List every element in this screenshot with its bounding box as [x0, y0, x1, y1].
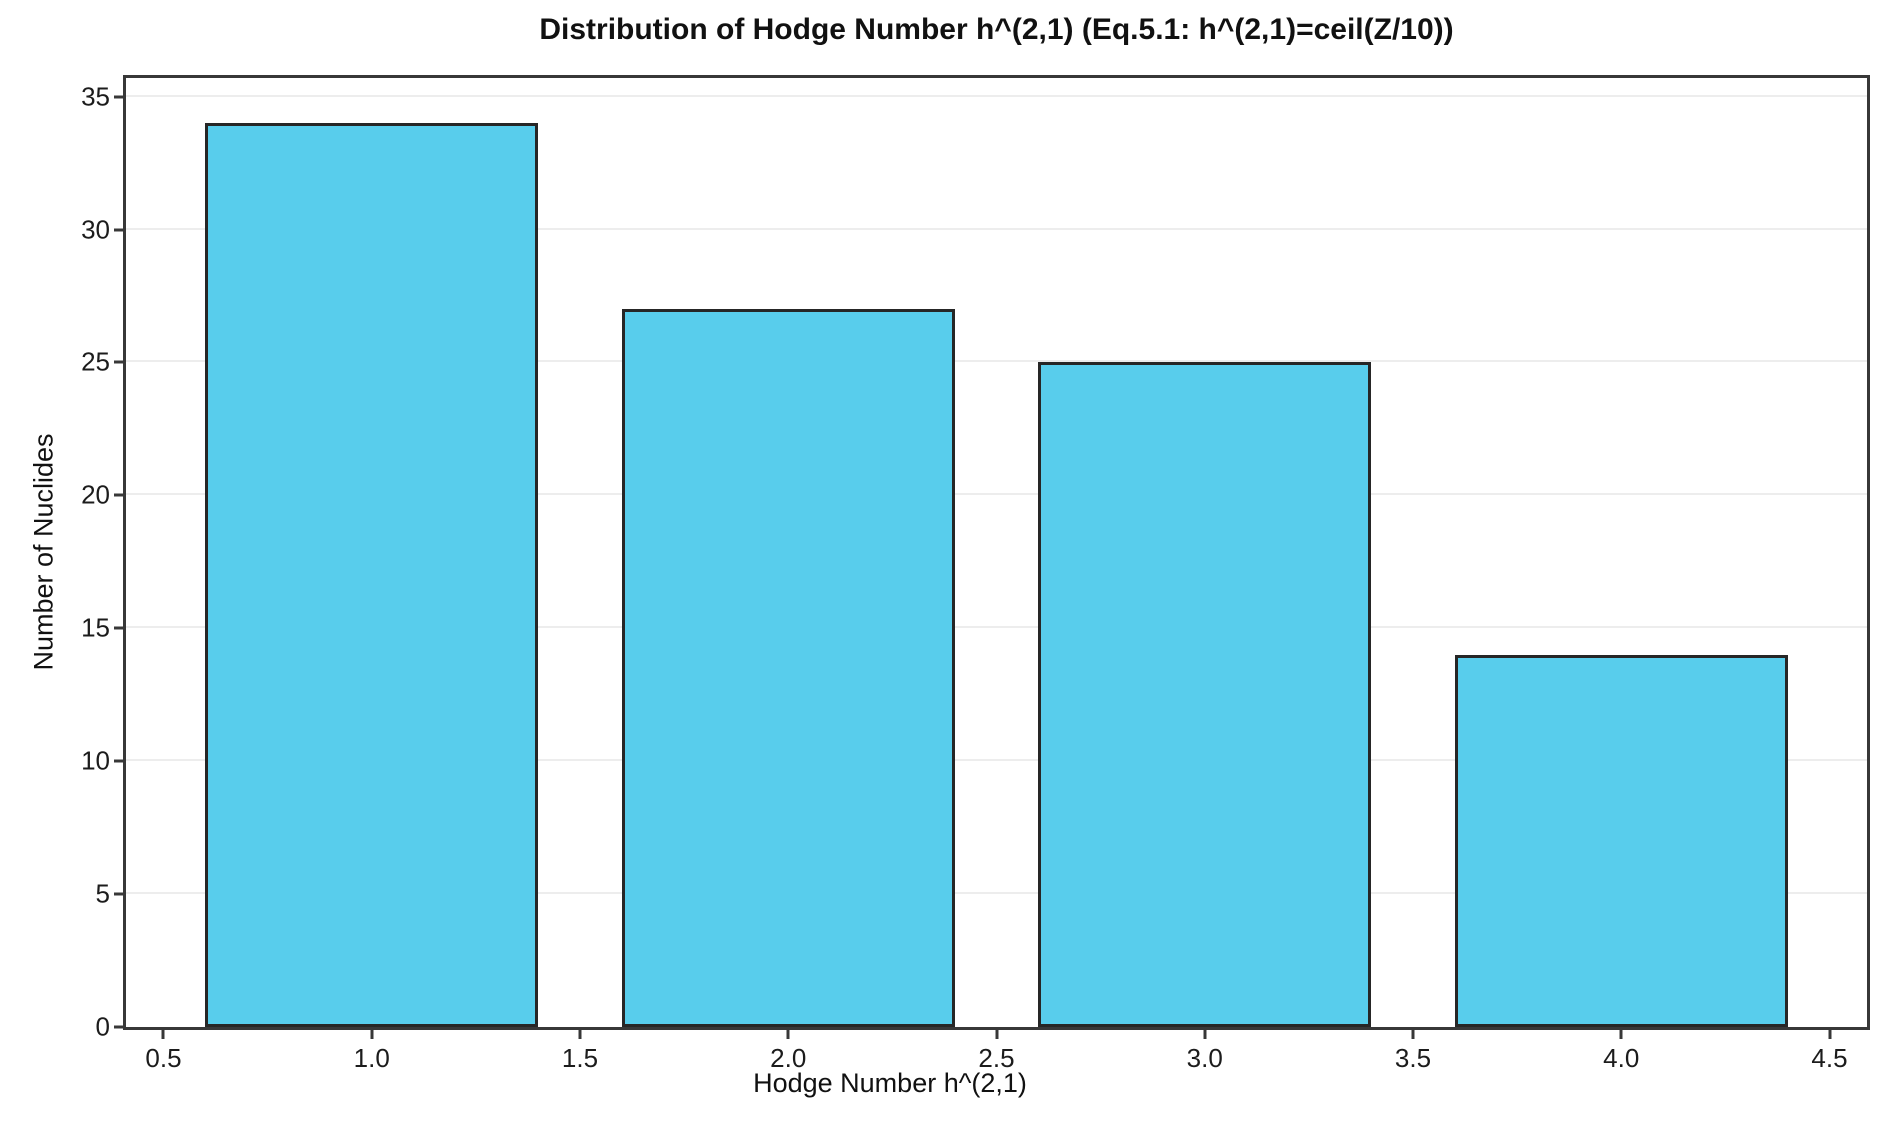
y-tick-label: 0: [95, 1011, 110, 1042]
x-tick-label: 0.5: [145, 1043, 182, 1073]
y-tick-label: 30: [81, 214, 110, 245]
x-axis-tick: [1828, 1030, 1831, 1039]
x-tick-label: 1.0: [353, 1043, 390, 1073]
gridline: [126, 227, 1867, 230]
y-tick-label: 15: [81, 612, 110, 643]
x-tick-label: 4.5: [1811, 1043, 1848, 1073]
plot-area: 0.5 1.0 1.5 2.0 2.5 3.0 3.5 4.0 4.5 0 5 10 15 20 25 30 3…: [81, 75, 1870, 1073]
y-tick-label: 10: [81, 745, 110, 776]
y-axis-label: Number of Nuclides: [28, 433, 59, 671]
x-axis-tick: [1203, 1030, 1207, 1039]
x-axis-tick: [1619, 1030, 1623, 1039]
chart-title: Distribution of Hodge Number h^(2,1) (Eq…: [539, 13, 1454, 46]
gridline: [126, 493, 1867, 496]
bar: [621, 309, 955, 1027]
x-axis-tick: [370, 1030, 374, 1039]
x-tick-label: 2.0: [770, 1043, 807, 1073]
x-axis-tick: [1411, 1030, 1415, 1039]
x-axis-tick: [161, 1030, 165, 1039]
y-axis-tick: [114, 493, 123, 497]
x-axis-tick: [786, 1030, 790, 1039]
x-tick-label: 3.0: [1186, 1043, 1223, 1073]
x-tick-label: 4.0: [1603, 1043, 1640, 1073]
y-axis-tick: [114, 228, 123, 232]
y-axis-tick: [114, 95, 123, 99]
x-axis-label: Hodge Number h^(2,1): [753, 1068, 1027, 1098]
gridline: [126, 360, 1867, 363]
y-tick-label: 20: [81, 479, 110, 510]
bar: [205, 123, 539, 1027]
y-axis-tick: [114, 759, 123, 763]
gridline: [126, 759, 1867, 762]
x-tick-label: 2.5: [978, 1043, 1015, 1073]
y-tick-label: 5: [95, 878, 110, 909]
x-tick-label: 1.5: [561, 1043, 599, 1073]
x-axis-tick: [995, 1030, 998, 1039]
x-axis-tick: [578, 1030, 582, 1039]
y-axis-tick: [114, 892, 123, 896]
y-axis-tick: [114, 1025, 123, 1029]
bar: [1038, 362, 1372, 1027]
y-axis-tick: [114, 360, 123, 364]
gridline: [126, 626, 1867, 629]
bar: [1454, 654, 1788, 1027]
y-tick-label: 25: [81, 346, 110, 377]
y-tick-label: 35: [81, 81, 110, 112]
gridline: [126, 94, 1867, 97]
y-axis-tick: [114, 626, 123, 630]
gridline: [126, 892, 1867, 895]
x-tick-label: 3.5: [1394, 1043, 1432, 1073]
